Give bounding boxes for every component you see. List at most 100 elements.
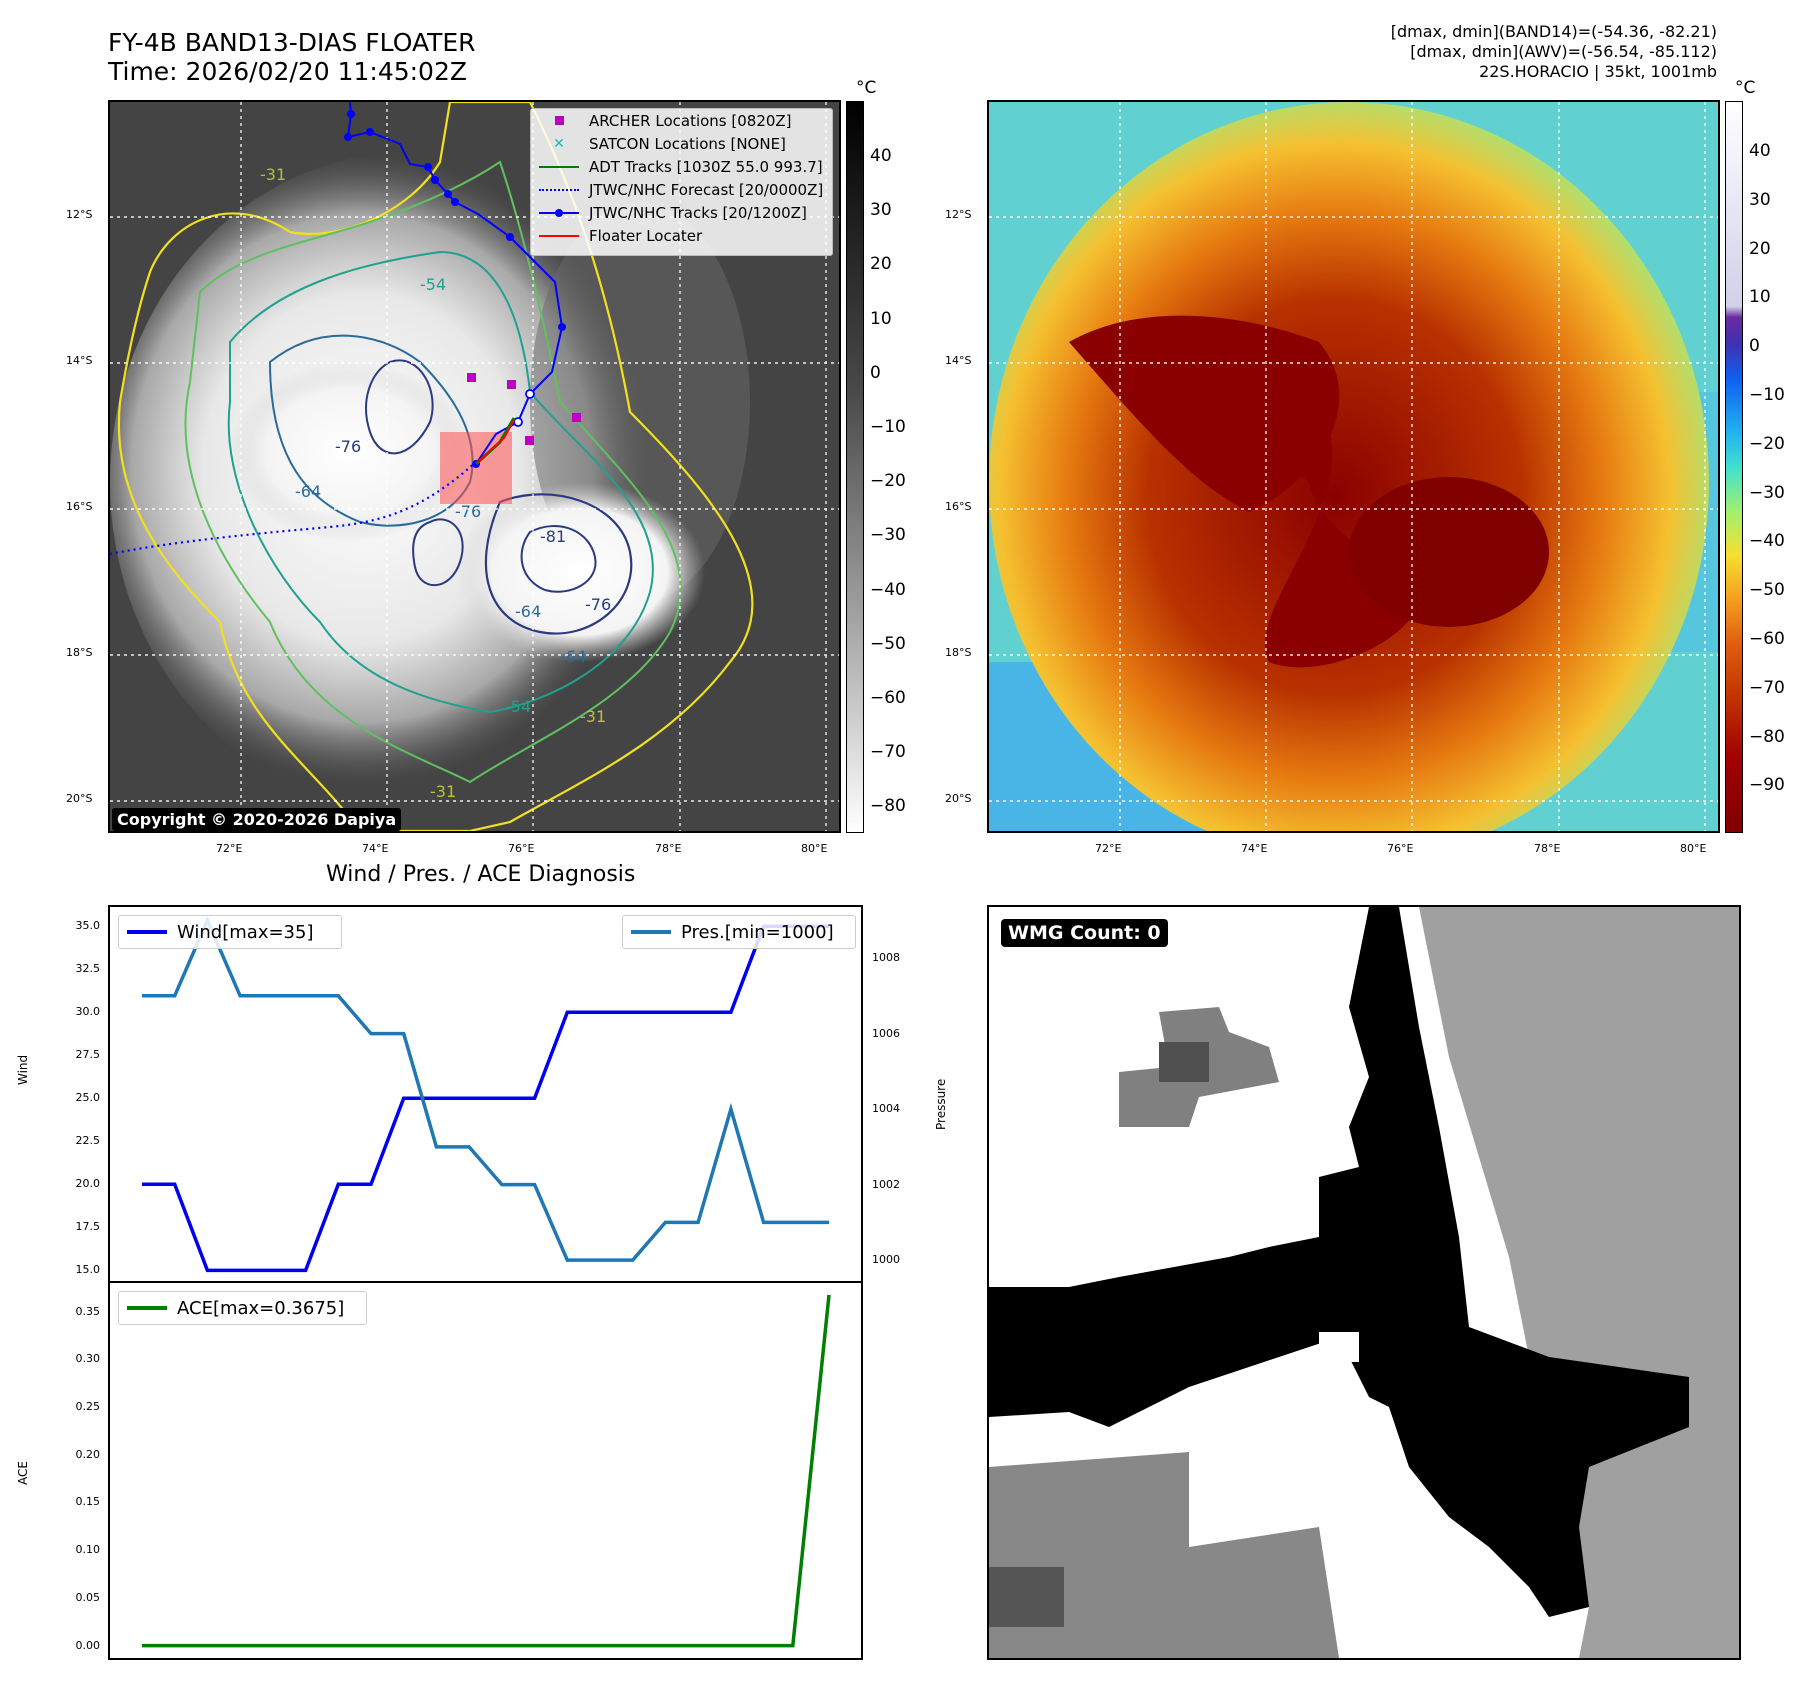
colorbar-tick: −70 <box>870 742 906 763</box>
lat-tick: 12°S <box>66 208 93 221</box>
colorbar-tick: 0 <box>1749 336 1760 357</box>
colorbar-tick: −30 <box>870 525 906 546</box>
dot-marker-icon <box>555 208 563 217</box>
lat-tick: 12°S <box>945 208 972 221</box>
y-tick: 25.0 <box>75 1091 101 1105</box>
wind-legend-label: Wind[max=35] <box>177 921 314 943</box>
colorbar-tick: −20 <box>870 471 906 492</box>
contour-label: -64 <box>560 647 586 666</box>
copyright-badge: Copyright © 2020-2026 Dapiya <box>112 808 402 831</box>
legend-jtwc-forecast: JTWC/NHC Forecast [20/0000Z] <box>531 178 832 201</box>
ace-legend: ACE[max=0.3675] <box>118 1291 367 1325</box>
colorbar-color-unit: °C <box>1735 78 1756 98</box>
y-tick: 1006 <box>872 1026 900 1040</box>
legend-satcon: ✕ SATCON Locations [NONE] <box>531 132 832 155</box>
pressure-series-line <box>142 915 829 1262</box>
y-tick: 0.15 <box>75 1495 101 1509</box>
colorbar-tick: −50 <box>1749 580 1785 601</box>
dotted-line-icon <box>539 188 579 191</box>
ace-panel: ACE[max=0.3675] <box>108 1281 863 1660</box>
archer-locations <box>467 373 581 445</box>
colorbar-tick: 40 <box>1749 141 1771 161</box>
lon-tick: 74°E <box>1241 842 1268 855</box>
contour-label: -54 <box>505 697 531 716</box>
lon-tick: 80°E <box>1680 842 1707 855</box>
diagnosis-title: Wind / Pres. / ACE Diagnosis <box>326 862 636 887</box>
colorbar-tick: −10 <box>870 417 906 437</box>
floater-locater-line <box>477 419 515 463</box>
y-tick: 15.0 <box>75 1263 101 1277</box>
eir-cold-band-west <box>1069 315 1340 512</box>
lon-tick: 74°E <box>362 842 389 855</box>
colorbar-tick: 0 <box>870 362 881 383</box>
lat-tick: 14°S <box>945 354 972 367</box>
lon-tick: 80°E <box>801 842 828 855</box>
legend-floater: Floater Locater <box>531 224 832 247</box>
eir-cloud-shield <box>989 102 1709 831</box>
lat-tick: 18°S <box>66 646 93 659</box>
wmg-gray-southwest <box>989 1452 1339 1658</box>
lon-tick: 72°E <box>1095 842 1122 855</box>
lon-tick: 78°E <box>1534 842 1561 855</box>
colorbar-tick: −40 <box>1749 531 1785 552</box>
wmg-gray-east <box>1419 907 1739 1658</box>
ir-map-panel: -31 -54 -64 -76 -81 -76 -64 -54 -31 -31 … <box>108 100 841 833</box>
wind-legend: Wind[max=35] <box>118 915 342 949</box>
cold-core-west <box>230 362 470 542</box>
y-tick: 0.05 <box>75 1590 101 1604</box>
info-awv: [dmax, dmin](AWV)=(-56.54, -85.112) <box>1410 42 1717 61</box>
jtwc-observed-track <box>346 102 564 465</box>
colorbar-tick: 10 <box>1749 287 1771 308</box>
wmg-black-band <box>989 907 1689 1617</box>
y-tick: 1008 <box>872 951 900 965</box>
pres-legend-row: Pres.[min=1000] <box>623 916 855 948</box>
contour-neg81 <box>520 525 597 593</box>
map-legend: ARCHER Locations [0820Z] ✕ SATCON Locati… <box>530 108 833 256</box>
pres-ylabel: Pressure <box>934 1078 948 1130</box>
contour-label: -31 <box>580 707 606 726</box>
y-tick: 0.10 <box>75 1543 101 1557</box>
y-tick: 0.00 <box>75 1638 101 1652</box>
square-marker-icon <box>554 116 564 125</box>
legend-label: ADT Tracks [1030Z 55.0 993.7] <box>589 157 823 176</box>
lat-tick: 20°S <box>945 792 972 805</box>
lat-tick: 14°S <box>66 354 93 367</box>
legend-label: Floater Locater <box>589 226 703 245</box>
wmg-panel: WMG Count: 0 <box>987 905 1741 1660</box>
y-tick: 35.0 <box>75 919 101 933</box>
pres-legend-label: Pres.[min=1000] <box>681 921 834 943</box>
contour-neg54 <box>227 250 654 714</box>
line-marker-icon <box>127 930 167 934</box>
colorbar-tick: 40 <box>870 146 892 166</box>
wmg-svg <box>989 907 1739 1658</box>
contour-label: -76 <box>335 437 361 456</box>
y-tick: 27.5 <box>75 1048 101 1062</box>
contour-label: -54 <box>420 275 446 294</box>
colorbar-tick: −60 <box>1749 629 1785 649</box>
wind-legend-row: Wind[max=35] <box>119 916 341 948</box>
y-tick: 30.0 <box>75 1005 101 1019</box>
colorbar-tick: −70 <box>1749 677 1785 698</box>
y-tick: 1002 <box>872 1177 900 1191</box>
colorbar-gray-unit: °C <box>856 78 877 98</box>
lat-tick: 16°S <box>945 500 972 513</box>
contour-label: -81 <box>540 527 566 546</box>
contour-label: -64 <box>295 482 321 501</box>
colorbar-tick: 20 <box>870 254 892 275</box>
colorbar-tick: −60 <box>870 688 906 708</box>
info-band14: [dmax, dmin](BAND14)=(-54.36, -82.21) <box>1390 22 1717 41</box>
colorbar-tick: 30 <box>1749 189 1771 210</box>
eir-gridlines <box>989 102 1718 831</box>
wmg-dark-cluster <box>1159 1042 1209 1082</box>
wind-pres-svg <box>142 915 829 1273</box>
pres-legend: Pres.[min=1000] <box>622 915 856 949</box>
colorbar-tick: 20 <box>1749 238 1771 259</box>
lon-tick: 72°E <box>216 842 243 855</box>
legend-label: ARCHER Locations [0820Z] <box>589 111 792 130</box>
colorbar-tick: −10 <box>1749 385 1785 405</box>
legend-label: SATCON Locations [NONE] <box>589 134 786 153</box>
legend-label: JTWC/NHC Forecast [20/0000Z] <box>589 180 824 199</box>
enhanced-ir-panel <box>987 100 1720 833</box>
y-tick: 1000 <box>872 1253 900 1267</box>
eir-cold-band-center <box>1209 382 1419 668</box>
